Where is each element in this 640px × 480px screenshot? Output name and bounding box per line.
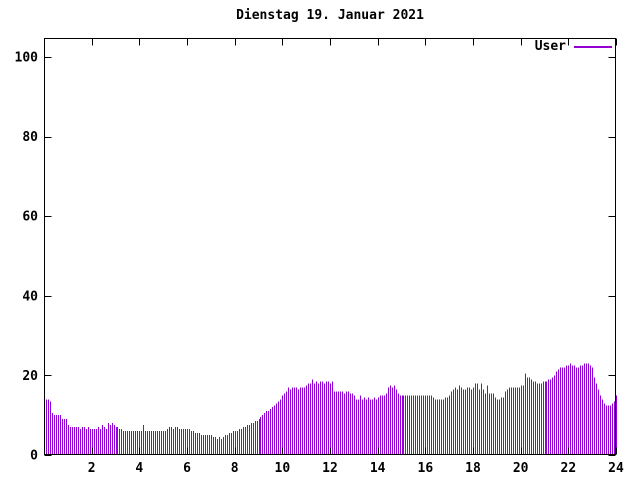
x-tick-label: 18 — [465, 461, 481, 476]
x-tick-label: 24 — [608, 461, 624, 476]
x-tick-label: 4 — [135, 461, 143, 476]
y-tick-label: 0 — [30, 449, 38, 464]
x-tick-label: 6 — [183, 461, 191, 476]
y-tick-label: 60 — [22, 210, 38, 225]
x-tick-label: 16 — [418, 461, 434, 476]
legend-label-user: User — [534, 39, 566, 54]
chart-title: Dienstag 19. Januar 2021 — [236, 8, 424, 23]
x-tick-label: 14 — [370, 461, 386, 476]
legend: User — [535, 40, 612, 54]
x-tick-label: 20 — [513, 461, 529, 476]
y-tick-label: 40 — [22, 289, 38, 304]
y-tick-label: 80 — [22, 130, 38, 145]
y-tick-label: 20 — [22, 369, 38, 384]
x-tick-label: 10 — [275, 461, 291, 476]
x-tick-label: 2 — [88, 461, 96, 476]
x-tick-label: 12 — [322, 461, 338, 476]
legend-line-sample — [574, 46, 612, 48]
x-tick-label: 22 — [561, 461, 577, 476]
y-tick-label: 100 — [15, 51, 39, 66]
x-tick-label: 8 — [231, 461, 239, 476]
